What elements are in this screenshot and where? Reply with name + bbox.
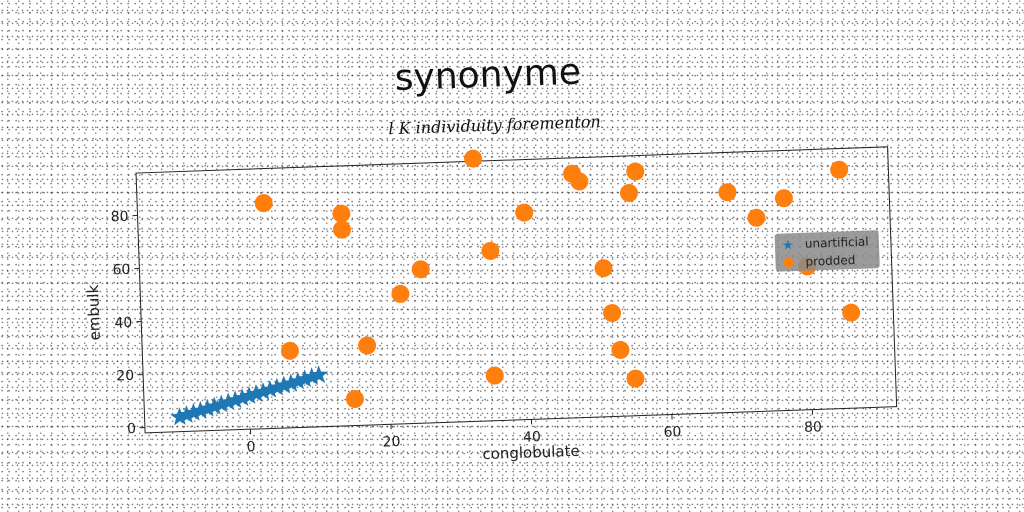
y-tick-label: 20 xyxy=(116,368,134,385)
legend-circle-icon xyxy=(783,257,794,268)
series-prodded-point xyxy=(774,189,793,208)
series-prodded-point xyxy=(332,220,351,239)
x-tick-label: 20 xyxy=(382,434,400,451)
y-tick-label: 60 xyxy=(112,262,130,279)
y-axis: 0 20 40 60 80 xyxy=(110,209,145,437)
series-prodded-point xyxy=(603,304,622,323)
series-prodded-point xyxy=(358,336,377,355)
series-prodded-point xyxy=(481,241,500,260)
series-prodded-point xyxy=(485,366,504,385)
x-tick-label: 40 xyxy=(523,429,541,446)
y-tick-label: 0 xyxy=(127,421,136,437)
series-prodded-point xyxy=(626,369,645,388)
x-tick-label: 0 xyxy=(246,439,255,455)
series-prodded-point xyxy=(747,208,766,227)
legend: ★ unartificial prodded xyxy=(774,230,880,272)
x-axis: 0 20 40 60 80 xyxy=(246,409,822,455)
series-prodded-point xyxy=(332,204,351,223)
chart-subtitle: l K individuity forementon xyxy=(388,112,601,138)
legend-star-icon: ★ xyxy=(782,238,794,253)
y-axis-label: embulk xyxy=(84,284,104,341)
series-prodded-point xyxy=(570,172,589,191)
legend-label-unartificial: unartificial xyxy=(805,235,869,251)
plot-area xyxy=(135,146,898,434)
series-prodded-point xyxy=(515,203,534,222)
series-prodded-point xyxy=(345,390,364,409)
y-tick-label: 40 xyxy=(114,315,132,332)
x-axis-label: conglobulate xyxy=(482,442,580,463)
x-tick-label: 60 xyxy=(663,424,681,441)
legend-label-prodded: prodded xyxy=(805,253,855,269)
series-prodded-point xyxy=(411,260,430,279)
series-prodded-point xyxy=(391,284,410,303)
series-prodded-point xyxy=(254,194,273,213)
series-prodded-point xyxy=(842,303,861,322)
series-prodded-point xyxy=(626,162,645,181)
series-prodded-point xyxy=(594,259,613,278)
x-tick-label: 80 xyxy=(804,419,822,436)
chart-title: synonyme xyxy=(394,51,582,98)
series-unartificial-point xyxy=(309,365,329,384)
series-prodded-point xyxy=(619,184,638,203)
legend-box xyxy=(774,230,880,272)
data-marks xyxy=(170,149,861,426)
series-prodded-point xyxy=(280,341,299,360)
series-prodded-point xyxy=(464,149,483,168)
series-prodded-point xyxy=(830,160,849,179)
series-prodded-point xyxy=(718,183,737,202)
series-prodded-point xyxy=(611,340,630,359)
y-tick-label: 80 xyxy=(110,209,128,226)
